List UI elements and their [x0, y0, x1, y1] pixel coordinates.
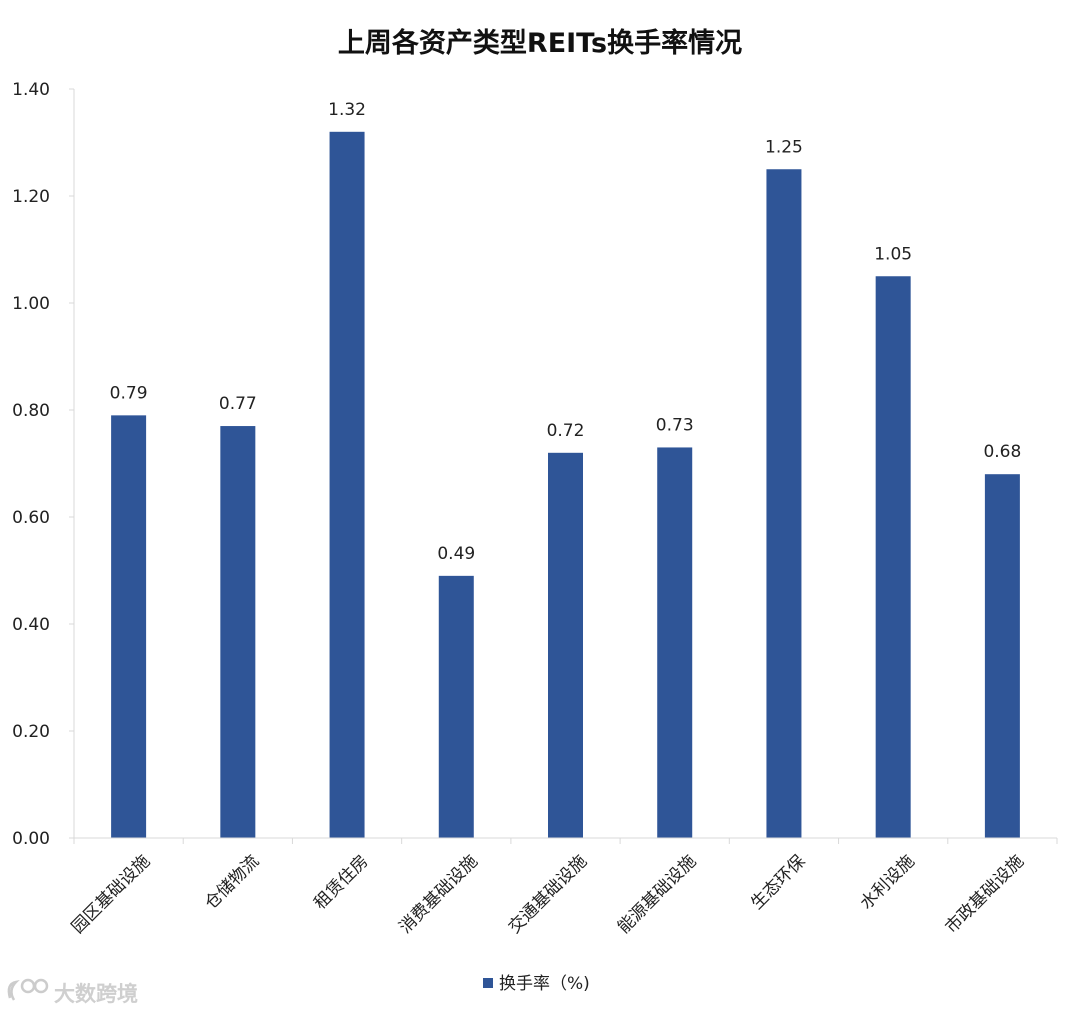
bar	[438, 575, 474, 838]
watermark-logo-icon	[7, 978, 49, 1001]
y-tick-label: 0.40	[12, 615, 50, 635]
bar-series	[111, 131, 1020, 839]
data-labels: 0.79 0.77 1.32 0.49 0.72 0.73 1.25 1.05 0.68	[110, 100, 1022, 564]
watermark-text: 大数跨境	[54, 982, 138, 1006]
data-label: 1.05	[874, 244, 912, 264]
watermark: 大数跨境	[7, 978, 138, 1006]
x-tick-label: 交通基础设施	[505, 851, 591, 937]
legend-label: 换手率（%)	[499, 974, 590, 994]
y-tick-label: 0.20	[12, 722, 50, 742]
bar	[766, 169, 802, 838]
x-axis: 园区基础设施 仓储物流 租赁住房 消费基础设施 交通基础设施 能源基础设施 生态环保 水利设施…	[68, 837, 1058, 938]
x-tick-label: 生态环保	[747, 851, 809, 913]
y-tick-label: 0.60	[12, 508, 50, 528]
data-label: 0.68	[983, 442, 1021, 462]
y-tick-label: 1.20	[12, 187, 50, 207]
y-tick-label: 1.40	[12, 80, 50, 100]
bar	[548, 452, 583, 838]
x-tick-label: 园区基础设施	[68, 851, 154, 937]
legend: 换手率（%)	[483, 974, 590, 994]
chart-title: 上周各资产类型REITs换手率情况	[338, 27, 742, 59]
x-tick-label: 仓储物流	[201, 851, 263, 913]
data-label: 0.77	[219, 394, 257, 414]
y-tick-label: 0.00	[12, 829, 50, 849]
x-tick-label: 能源基础设施	[614, 851, 700, 937]
bar	[111, 415, 147, 838]
data-label: 1.32	[328, 100, 366, 120]
legend-swatch	[483, 978, 493, 988]
data-label: 0.49	[437, 544, 475, 564]
data-label: 0.73	[656, 415, 694, 435]
bar	[984, 474, 1020, 838]
data-label: 0.72	[547, 421, 585, 441]
x-tick-label: 消费基础设施	[396, 851, 482, 937]
y-tick-label: 0.80	[12, 401, 50, 421]
y-axis: 0.00 0.20 0.40 0.60 0.80 1.00 1.20 1.40	[12, 80, 75, 849]
y-tick-label: 1.00	[12, 294, 50, 314]
x-tick-label: 租赁住房	[310, 851, 372, 913]
bar	[220, 426, 256, 838]
bar	[875, 276, 911, 838]
bar	[329, 131, 365, 839]
bar	[657, 447, 693, 838]
data-label: 0.79	[110, 383, 148, 403]
data-label: 1.25	[765, 137, 803, 157]
x-tick-label: 市政基础设施	[942, 851, 1028, 937]
x-tick-label: 水利设施	[856, 851, 918, 913]
